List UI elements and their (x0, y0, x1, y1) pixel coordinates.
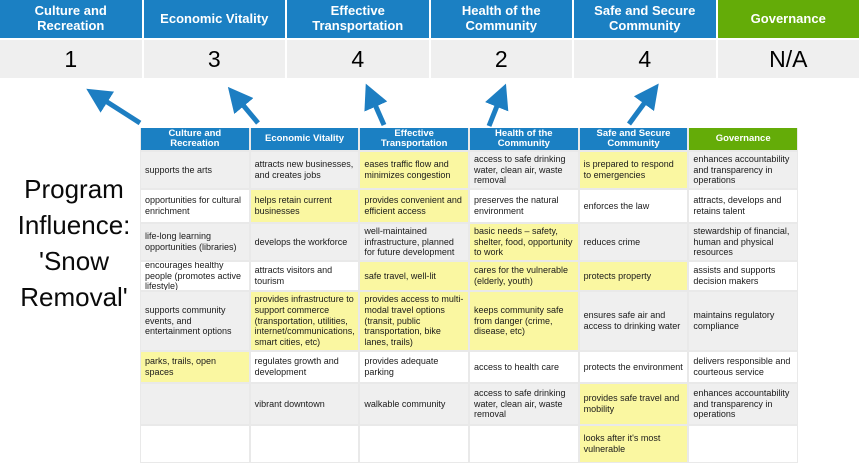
arrows-layer (86, 83, 659, 127)
score-health-of-the-community: 2 (430, 40, 572, 78)
matrix-cell-r3-c4: basic needs – safety, shelter, food, opp… (469, 224, 578, 260)
matrix-cell-r6-c2: regulates growth and development (250, 352, 359, 382)
matrix-cell-r1-c1: supports the arts (141, 152, 249, 188)
matrix-cell-r2-c1: opportunities for cultural enrichment (141, 190, 249, 222)
matrix-cell-r4-c5: protects property (579, 262, 688, 290)
matrix-cell-r5-c5: ensures safe air and access to drinking … (579, 292, 688, 350)
matrix-cell-r5-c1: supports community events, and entertain… (141, 292, 249, 350)
summary-header-culture-and-recreation: Culture and Recreation (0, 0, 142, 38)
matrix-cell-r4-c6: assists and supports decision makers (689, 262, 797, 290)
matrix-cell-r3-c2: develops the workforce (250, 224, 359, 260)
matrix-cell-r1-c6: enhances accountability and transparency… (689, 152, 797, 188)
summary-header-effective-transportation: Effective Transportation (287, 0, 429, 38)
matrix-cell-r7-c1 (141, 384, 249, 424)
summary-header-health-of-the-community: Health of the Community (430, 0, 572, 38)
matrix-cell-r1-c4: access to safe drinking water, clean air… (469, 152, 578, 188)
matrix-cell-r3-c5: reduces crime (579, 224, 688, 260)
matrix-cell-r3-c3: well-maintained infrastructure, planned … (360, 224, 468, 260)
program-influence-title: Program Influence: 'Snow Removal' (0, 172, 148, 316)
matrix-header-governance: Governance (689, 128, 797, 150)
matrix-cell-r7-c3: walkable community (360, 384, 468, 424)
summary-band: Culture and Recreation Economic Vitality… (0, 0, 859, 78)
matrix-cell-r6-c5: protects the environment (579, 352, 688, 382)
matrix-cell-r5-c6: maintains regulatory compliance (689, 292, 797, 350)
matrix-cell-r5-c2: provides infrastructure to support comme… (250, 292, 359, 350)
matrix-cell-r2-c4: preserves the natural environment (469, 190, 578, 222)
title-line-4: Removal' (20, 281, 128, 312)
matrix-cell-r1-c5: is prepared to respond to emergencies (579, 152, 688, 188)
matrix-cell-r6-c3: provides adequate parking (360, 352, 468, 382)
summary-header-safe-and-secure-community: Safe and Secure Community (574, 0, 716, 38)
matrix-cell-r8-c6 (689, 426, 797, 462)
matrix-cell-r8-c2 (250, 426, 359, 462)
title-line-1: Program (24, 174, 124, 204)
score-safe-and-secure-community: 4 (574, 40, 716, 78)
matrix-header-health-of-the-community: Health of the Community (469, 128, 578, 150)
matrix-cell-r7-c4: access to safe drinking water, clean air… (469, 384, 578, 424)
matrix-header-culture-and-recreation: Culture and Recreation (141, 128, 249, 150)
matrix-cell-r7-c2: vibrant downtown (250, 384, 359, 424)
matrix-cell-r4-c3: safe travel, well-lit (360, 262, 468, 290)
matrix-cell-r2-c6: attracts, develops and retains talent (689, 190, 797, 222)
arrow-culture-and-recreation (86, 88, 142, 126)
matrix-cell-r1-c3: eases traffic flow and minimizes congest… (360, 152, 468, 188)
matrix-cell-r6-c4: access to health care (469, 352, 578, 382)
matrix-cell-r4-c1: encourages healthy people (promotes acti… (141, 262, 249, 290)
title-line-2: Influence: (17, 209, 131, 240)
title-line-3: 'Snow (38, 245, 109, 276)
matrix-header-economic-vitality: Economic Vitality (250, 128, 359, 150)
influence-matrix: Culture and Recreation Economic Vitality E… (140, 128, 798, 463)
arrow-safe-and-secure-community (626, 83, 659, 126)
summary-header-economic-vitality: Economic Vitality (143, 0, 285, 38)
arrow-economic-vitality (227, 86, 260, 125)
matrix-cell-r7-c5: provides safe travel and mobility (579, 384, 688, 424)
matrix-cell-r8-c3 (360, 426, 468, 462)
matrix-cell-r1-c2: attracts new businesses, and creates job… (250, 152, 359, 188)
matrix-cell-r6-c6: delivers responsible and courteous servi… (689, 352, 797, 382)
matrix-header-effective-transportation: Effective Transportation (360, 128, 468, 150)
matrix-cell-r4-c4: cares for the vulnerable (elderly, youth… (469, 262, 578, 290)
matrix-cell-r4-c2: attracts visitors and tourism (250, 262, 359, 290)
matrix-cell-r7-c6: enhances accountability and transparency… (689, 384, 797, 424)
score-economic-vitality: 3 (143, 40, 285, 78)
matrix-cell-r3-c1: life-long learning opportunities (librar… (141, 224, 249, 260)
matrix-cell-r8-c5: looks after it's most vulnerable (579, 426, 688, 462)
matrix-cell-r5-c3: provides access to multi-modal travel op… (360, 292, 468, 350)
matrix-cell-r8-c4 (469, 426, 578, 462)
matrix-header-safe-and-secure-community: Safe and Secure Community (579, 128, 688, 150)
matrix-cell-r6-c1: parks, trails, open spaces (141, 352, 249, 382)
matrix-cell-r2-c3: provides convenient and efficient access (360, 190, 468, 222)
matrix-cell-r2-c2: helps retain current businesses (250, 190, 359, 222)
matrix-cell-r3-c6: stewardship of financial, human and phys… (689, 224, 797, 260)
score-effective-transportation: 4 (287, 40, 429, 78)
matrix-cell-r8-c1 (141, 426, 249, 462)
score-culture-and-recreation: 1 (0, 40, 142, 78)
matrix-cell-r5-c4: keeps community safe from danger (crime,… (469, 292, 578, 350)
arrow-effective-transportation (364, 83, 388, 127)
matrix-cell-r2-c5: enforces the law (579, 190, 688, 222)
score-governance: N/A (717, 40, 859, 78)
arrow-health-of-the-community (485, 83, 509, 127)
summary-header-governance: Governance (717, 0, 859, 38)
